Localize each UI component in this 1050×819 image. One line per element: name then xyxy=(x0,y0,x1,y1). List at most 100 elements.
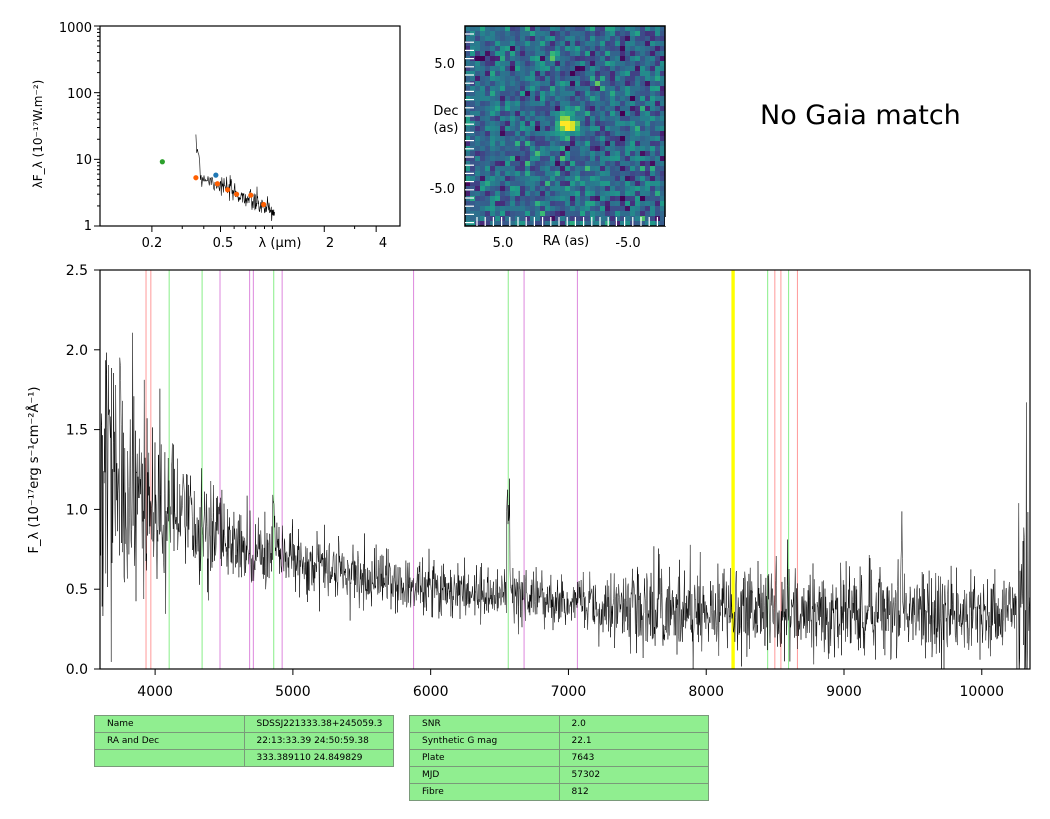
cutout-pixel xyxy=(580,91,586,97)
cutout-pixel xyxy=(545,31,551,37)
cutout-pixel xyxy=(645,191,651,197)
cutout-pixel xyxy=(490,116,496,122)
cutout-pixel xyxy=(480,196,486,202)
cutout-pixel xyxy=(595,26,601,32)
cutout-pixel xyxy=(630,46,636,52)
cutout-pixel xyxy=(515,156,521,162)
cutout-pixel xyxy=(560,196,566,202)
cutout-pixel xyxy=(575,216,581,222)
cutout-pixel xyxy=(470,86,476,92)
table-key-cell: SNR xyxy=(409,715,560,733)
cutout-pixel xyxy=(620,116,626,122)
cutout-pixel xyxy=(560,146,566,152)
cutout-pixel xyxy=(595,151,601,157)
spectrum-polyline xyxy=(99,299,1031,670)
cutout-pixel xyxy=(650,201,656,207)
cutout-pixel xyxy=(530,141,536,147)
cutout-pixel xyxy=(645,26,651,32)
cutout-pixel xyxy=(510,206,516,212)
cutout-pixel xyxy=(470,76,476,82)
spectrum-xtick-label: 6000 xyxy=(413,684,449,700)
cutout-pixel xyxy=(635,161,641,167)
cutout-pixel xyxy=(570,51,576,57)
cutout-pixel xyxy=(660,166,666,172)
cutout-pixel xyxy=(525,51,531,57)
cutout-pixel xyxy=(600,141,606,147)
cutout-pixel xyxy=(550,81,556,87)
cutout-pixel xyxy=(510,146,516,152)
cutout-pixel xyxy=(495,76,501,82)
cutout-pixel xyxy=(500,101,506,107)
cutout-pixel xyxy=(470,141,476,147)
cutout-pixel xyxy=(610,176,616,182)
cutout-pixel xyxy=(630,186,636,192)
cutout-pixel xyxy=(535,146,541,152)
cutout-pixel xyxy=(655,186,661,192)
cutout-pixel xyxy=(555,141,561,147)
cutout-pixel xyxy=(645,36,651,42)
cutout-pixel xyxy=(645,56,651,62)
cutout-pixel xyxy=(625,196,631,202)
cutout-pixel xyxy=(530,96,536,102)
cutout-pixel xyxy=(635,116,641,122)
cutout-pixel xyxy=(635,106,641,112)
cutout-pixel xyxy=(570,46,576,52)
cutout-pixel xyxy=(585,111,591,117)
cutout-pixel xyxy=(495,41,501,47)
cutout-pixel xyxy=(475,81,481,87)
cutout-pixel xyxy=(525,46,531,52)
cutout-pixel xyxy=(625,186,631,192)
cutout-pixel xyxy=(520,106,526,112)
cutout-pixel xyxy=(630,101,636,107)
cutout-pixel xyxy=(520,131,526,137)
cutout-pixel xyxy=(660,116,666,122)
cutout-pixel xyxy=(490,206,496,212)
cutout-pixel xyxy=(650,81,656,87)
cutout-pixel xyxy=(660,81,666,87)
cutout-pixel xyxy=(580,136,586,142)
cutout-pixel xyxy=(625,216,631,222)
cutout-pixel xyxy=(490,66,496,72)
cutout-pixel xyxy=(485,106,491,112)
cutout-pixel xyxy=(500,126,506,132)
cutout-pixel xyxy=(480,26,486,32)
cutout-pixel xyxy=(495,26,501,32)
cutout-pixel xyxy=(470,101,476,107)
cutout-pixel xyxy=(645,91,651,97)
cutout-pixel xyxy=(485,26,491,32)
cutout-pixel xyxy=(630,36,636,42)
cutout-pixel xyxy=(555,96,561,102)
cutout-pixel xyxy=(625,31,631,37)
cutout-pixel xyxy=(570,86,576,92)
cutout-pixel xyxy=(500,166,506,172)
cutout-pixel xyxy=(490,36,496,42)
cutout-frame xyxy=(464,25,666,227)
cutout-pixel xyxy=(465,36,471,42)
cutout-pixel xyxy=(510,216,516,222)
cutout-pixel xyxy=(475,36,481,42)
cutout-pixel xyxy=(585,56,591,62)
cutout-pixel xyxy=(525,181,531,187)
cutout-pixel xyxy=(635,56,641,62)
cutout-pixel xyxy=(465,96,471,102)
cutout-pixel xyxy=(570,81,576,87)
cutout-pixel xyxy=(600,111,606,117)
cutout-pixel xyxy=(470,51,476,57)
cutout-pixel xyxy=(535,66,541,72)
cutout-pixel xyxy=(570,96,576,102)
cutout-pixel xyxy=(615,186,621,192)
cutout-pixel xyxy=(575,141,581,147)
cutout-pixel xyxy=(595,106,601,112)
cutout-pixel xyxy=(650,196,656,202)
cutout-pixel xyxy=(535,61,541,67)
cutout-pixel xyxy=(475,51,481,57)
cutout-pixel xyxy=(620,91,626,97)
cutout-pixel xyxy=(645,86,651,92)
cutout-pixel xyxy=(510,121,516,127)
cutout-pixel xyxy=(605,51,611,57)
cutout-pixel xyxy=(480,76,486,82)
cutout-pixel xyxy=(535,106,541,112)
cutout-pixel xyxy=(590,136,596,142)
cutout-pixel xyxy=(625,101,631,107)
cutout-pixel xyxy=(495,141,501,147)
